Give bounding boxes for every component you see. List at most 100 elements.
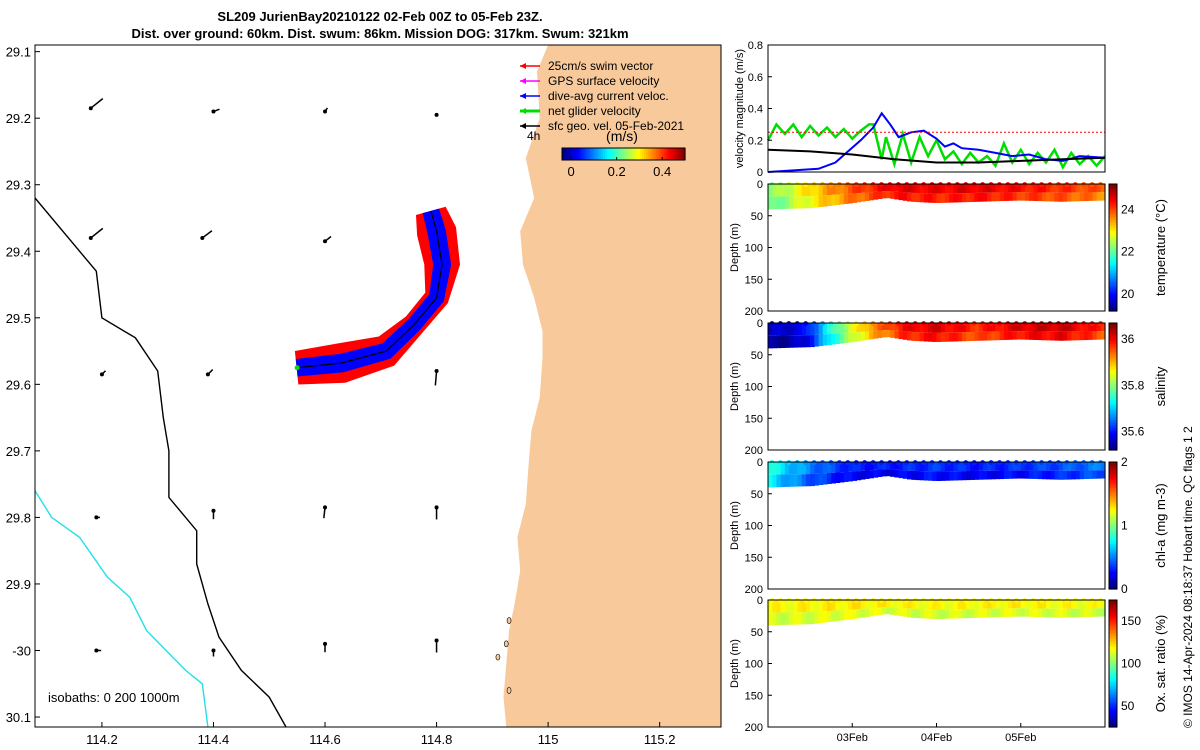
section-cell xyxy=(822,334,828,346)
section-dot xyxy=(1013,598,1019,604)
section-cell xyxy=(1100,600,1106,609)
section-cell xyxy=(995,184,1001,193)
section-cell xyxy=(907,600,912,609)
section-x-tick-label: 03Feb xyxy=(837,732,868,744)
section-cell xyxy=(801,612,807,625)
section-cell xyxy=(961,323,967,333)
section-cell xyxy=(789,335,794,348)
section-cell xyxy=(772,462,778,475)
section-cell xyxy=(1050,470,1056,480)
section-cell xyxy=(1067,600,1072,609)
section-cell xyxy=(1067,462,1072,471)
colorbar-cell xyxy=(562,148,565,160)
colorbar-cell xyxy=(672,148,676,160)
section-cell xyxy=(987,323,992,332)
section-colorbar-cell xyxy=(1109,721,1117,726)
map-x-tick-label: 114.4 xyxy=(198,732,230,747)
section-cell xyxy=(1003,608,1009,617)
section-panel: 0 50 100 150 200 Depth (m) 50 100 150 Ox. sat. ra… xyxy=(729,595,1168,744)
section-cell xyxy=(848,609,853,620)
section-cell xyxy=(810,335,815,348)
colorbar-cell xyxy=(611,148,614,160)
section-cell xyxy=(1012,323,1018,332)
section-cell xyxy=(919,600,925,610)
section-cell xyxy=(907,331,912,341)
section-cell xyxy=(1046,462,1051,471)
section-dot xyxy=(929,460,935,466)
island-mark xyxy=(503,640,509,648)
section-cell xyxy=(835,462,841,473)
geo-vector xyxy=(201,230,213,239)
section-cell xyxy=(772,335,778,349)
section-cell xyxy=(1008,608,1013,617)
section-cell xyxy=(940,462,946,472)
section-cell xyxy=(860,184,866,193)
section-cell xyxy=(923,193,929,203)
geo-vector xyxy=(90,227,104,239)
section-cell xyxy=(890,191,895,199)
section-cell xyxy=(814,462,820,474)
section-cell xyxy=(881,330,887,338)
section-cell xyxy=(898,184,904,193)
section-cell xyxy=(789,323,794,336)
section-colorbar-cell xyxy=(1109,561,1117,565)
section-colorbar-cell xyxy=(1109,507,1117,511)
section-cell xyxy=(1046,470,1051,480)
section-colorbar-cell xyxy=(1109,427,1117,431)
section-colorbar-cell xyxy=(1109,358,1117,362)
velocity-y-tick-label: 0.6 xyxy=(748,72,763,84)
section-cell xyxy=(982,184,988,193)
colorbar-cell xyxy=(639,148,643,160)
section-cell xyxy=(1083,462,1089,471)
section-colorbar-cell xyxy=(1109,497,1117,501)
section-cell xyxy=(873,323,879,331)
section-colorbar-cell xyxy=(1109,528,1117,532)
section-cell xyxy=(991,462,997,471)
section-y-tick-label: 200 xyxy=(745,584,763,596)
colorbar-cell xyxy=(674,148,678,160)
section-colorbar-cell xyxy=(1109,668,1117,672)
section-cell xyxy=(936,600,942,610)
section-cell xyxy=(978,470,984,480)
section-cell xyxy=(982,323,988,332)
map-panel: 114.2 114.4 114.6 114.8 115 115.2 29.1 29.2 29.3… xyxy=(6,44,722,747)
section-cell xyxy=(1020,192,1026,201)
map-y-tick-label: 29.6 xyxy=(6,377,31,392)
section-cell xyxy=(1100,331,1106,340)
section-cell xyxy=(784,335,790,348)
section-cell xyxy=(873,600,879,608)
section-colorbar-cell xyxy=(1109,401,1117,405)
section-cell xyxy=(864,331,870,340)
section-cell xyxy=(797,462,803,475)
section-cell xyxy=(848,193,853,204)
section-cell xyxy=(1058,608,1064,618)
section-dot xyxy=(777,598,783,604)
colorbar-cell xyxy=(625,148,629,160)
section-colorbar-cell xyxy=(1109,467,1117,471)
section-dot xyxy=(938,460,943,466)
geo-vector-head xyxy=(323,109,328,114)
section-cell xyxy=(805,323,811,336)
section-cell xyxy=(953,471,959,481)
section-ylabel: Depth (m) xyxy=(729,501,741,550)
section-dot xyxy=(921,321,927,327)
section-y-tick-label: 200 xyxy=(745,445,763,457)
section-colorbar-cell xyxy=(1109,280,1117,284)
section-cell xyxy=(848,462,853,472)
section-colorbar-cell xyxy=(1109,419,1117,423)
section-colorbar-cell xyxy=(1109,422,1117,426)
colorbar-cell xyxy=(666,148,670,160)
section-cell xyxy=(885,607,891,615)
section-dot xyxy=(1030,598,1036,604)
section-colorbar-cell xyxy=(1109,522,1117,527)
section-cell xyxy=(902,462,908,471)
section-colorbar-cell xyxy=(1109,625,1117,629)
section-cell xyxy=(898,192,904,201)
section-colorbar-cell xyxy=(1109,219,1117,223)
section-dot xyxy=(1005,460,1011,466)
section-cell xyxy=(1033,184,1039,193)
section-cell xyxy=(835,333,841,344)
section-cell xyxy=(1100,470,1106,479)
section-y-tick-label: 0 xyxy=(757,179,763,191)
section-colorbar-cell xyxy=(1109,655,1117,660)
